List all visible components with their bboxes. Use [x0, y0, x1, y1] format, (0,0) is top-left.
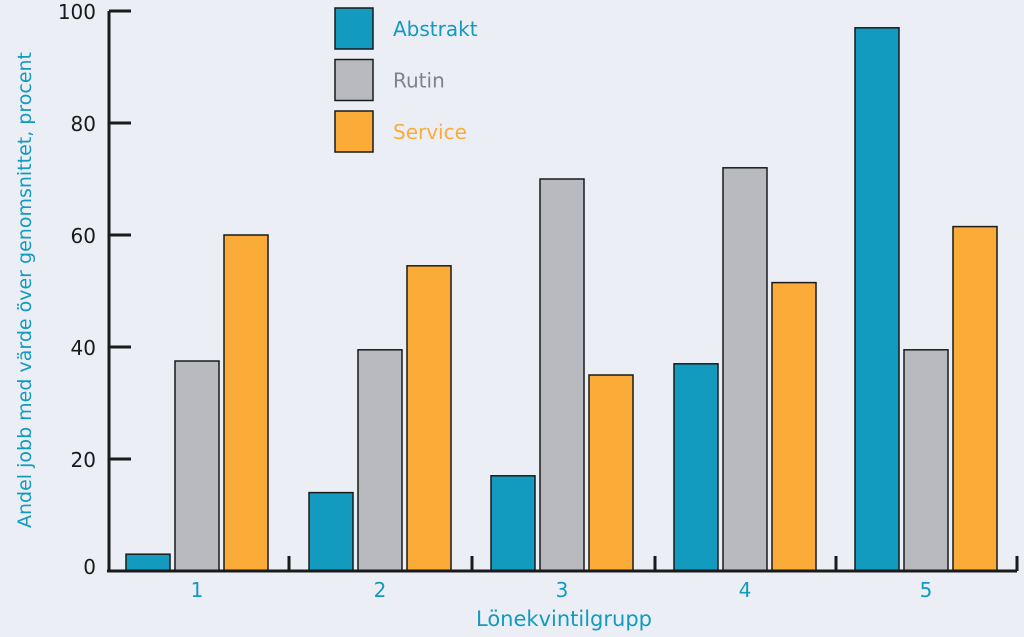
y-tick-label: 80: [71, 112, 96, 136]
bar-rutin-3: [539, 178, 585, 572]
ticks-layer: 0 20 40 60 80 100 1 2 3 4 5: [58, 0, 1019, 602]
bar-service-2: [406, 265, 452, 572]
legend-label-abstrakt: Abstrakt: [393, 17, 478, 41]
legend-label-service: Service: [393, 120, 467, 144]
bar-rutin-1: [174, 360, 220, 572]
bar-rutin-4: [722, 167, 768, 572]
legend-swatch-service: [334, 110, 374, 153]
y-tick-label: 20: [71, 448, 96, 472]
bar-service-5: [952, 225, 998, 572]
legend-swatch-abstrakt: [334, 7, 374, 50]
x-tick-label: 4: [739, 578, 752, 602]
x-tick-label: 1: [191, 578, 204, 602]
y-tick-label: 40: [71, 336, 96, 360]
bar-abstrakt-2: [308, 491, 354, 572]
bars-layer: [125, 27, 998, 572]
bar-service-1: [223, 234, 269, 572]
bar-abstrakt-1: [125, 553, 171, 572]
bar-abstrakt-5: [854, 27, 900, 572]
legend: Abstrakt Rutin Service: [334, 7, 478, 153]
y-tick-label: 100: [58, 0, 96, 24]
bar-service-3: [588, 374, 634, 572]
x-tick-label: 2: [374, 578, 387, 602]
x-tick-label: 5: [920, 578, 933, 602]
axes-layer: [107, 11, 1017, 573]
x-tick-label: 3: [556, 578, 569, 602]
bar-rutin-2: [357, 349, 403, 572]
bar-service-4: [771, 281, 817, 572]
x-axis-label: Lönekvintilgrupp: [476, 607, 652, 631]
y-tick-label: 0: [83, 555, 96, 579]
y-tick-label: 60: [71, 224, 96, 248]
bar-abstrakt-3: [490, 475, 536, 572]
legend-swatch-rutin: [334, 58, 374, 102]
legend-label-rutin: Rutin: [393, 69, 445, 93]
bar-abstrakt-4: [673, 363, 719, 572]
bar-rutin-5: [903, 349, 949, 572]
y-axis-label: Andel jobb med värde över genomsnittet, …: [14, 52, 36, 528]
